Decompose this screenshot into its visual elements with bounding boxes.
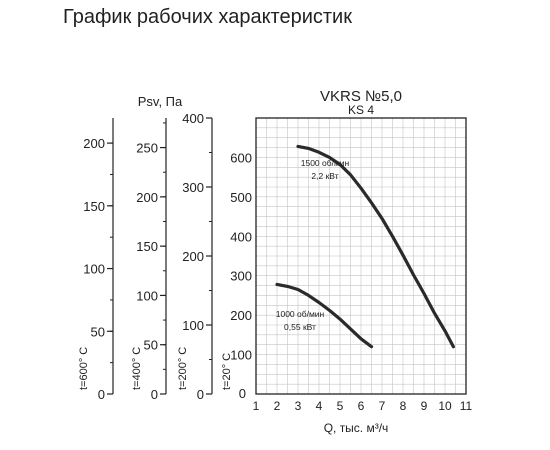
scale-tick-label: 0	[197, 387, 204, 402]
scale-temperature-label: t=400° C	[131, 347, 143, 390]
y-tick-label: 100	[230, 348, 252, 363]
x-tick-label: 11	[460, 399, 473, 413]
scale-tick-label: 0	[98, 387, 105, 402]
y-tick-label: 500	[230, 190, 252, 205]
x-tick-label: 4	[316, 399, 323, 413]
scale-tick-label: 150	[83, 199, 105, 214]
series-label: 2,2 кВт	[311, 171, 338, 181]
series-curve-2	[275, 282, 374, 349]
scale-tick-label: 50	[91, 324, 105, 339]
page-title: График рабочих характеристик	[63, 6, 352, 28]
x-tick-label: 9	[421, 399, 428, 413]
x-tick-label: 2	[274, 399, 281, 413]
y-tick-label: 600	[230, 150, 252, 165]
scale-temperature-label: t=20° C	[221, 353, 233, 390]
series-curve-1	[296, 144, 455, 349]
x-tick-label: 3	[295, 399, 302, 413]
scale-temperature-label: t=600° C	[78, 347, 90, 390]
y-axis-label: Psv, Па	[138, 94, 183, 109]
chart-title: VKRS №5,0	[320, 88, 402, 105]
scale-tick-label: 100	[83, 262, 105, 277]
scale-tick-label: 200	[136, 190, 158, 205]
scale-tick-label: 150	[136, 239, 158, 254]
scale-tick-label: 400	[182, 111, 204, 126]
x-axis-label: Q, тыс. м³/ч	[324, 421, 389, 435]
scale-tick-label: 0	[151, 387, 158, 402]
x-tick-label: 7	[379, 399, 386, 413]
scale-tick-label: 0	[239, 386, 246, 401]
x-tick-label: 6	[358, 399, 365, 413]
series-label: 1000 об/мин	[276, 309, 325, 319]
scale-tick-label: 200	[182, 249, 204, 264]
y-tick-label: 200	[230, 308, 252, 323]
chart-subtitle: KS 4	[348, 103, 374, 117]
x-tick-label: 10	[438, 399, 452, 413]
series-label: 1500 об/мин	[301, 158, 350, 168]
x-tick-label: 1	[253, 399, 260, 413]
scale-temperature-label: t=200° C	[177, 347, 189, 390]
scale-tick-label: 250	[136, 141, 158, 156]
y-tick-label: 400	[230, 229, 252, 244]
scale-tick-label: 300	[182, 180, 204, 195]
x-tick-label: 5	[337, 399, 344, 413]
x-tick-label: 8	[400, 399, 407, 413]
y-tick-label: 300	[230, 269, 252, 284]
scale-tick-label: 50	[144, 338, 158, 353]
plot-frame	[255, 117, 467, 395]
scale-tick-label: 200	[83, 136, 105, 151]
scale-tick-label: 100	[136, 288, 158, 303]
scale-tick-label: 100	[182, 318, 204, 333]
series-label: 0,55 кВт	[284, 322, 316, 332]
